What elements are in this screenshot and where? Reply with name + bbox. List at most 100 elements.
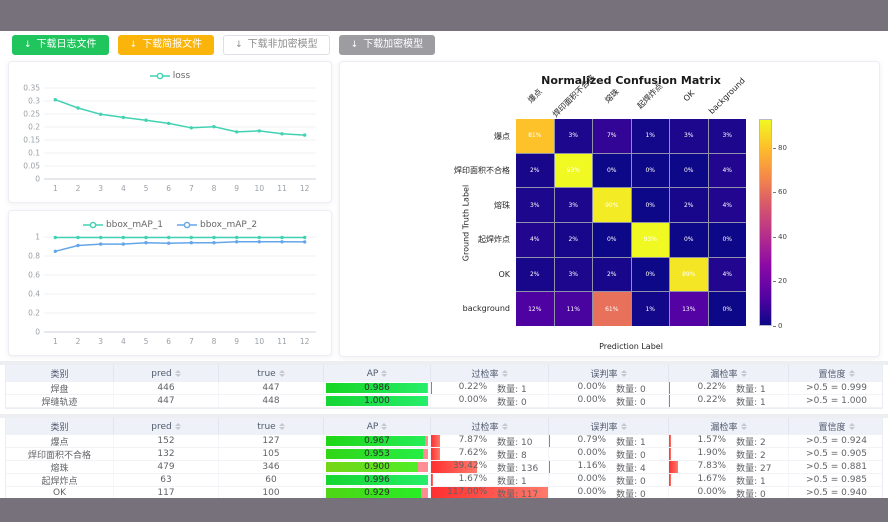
line-chart-svg: 00.050.10.150.20.250.30.351 2 3 4 5 6 7 8 9 10 11 1… — [23, 84, 316, 193]
rate-bar — [431, 448, 440, 460]
svg-text:5: 5 — [144, 337, 149, 346]
ap-bar-track: 0.900 — [326, 462, 428, 472]
top-bar — [0, 0, 888, 31]
table-divider — [0, 361, 888, 365]
download-icon: ↓ — [129, 39, 138, 50]
button-label: 下载日志文件 — [36, 39, 97, 50]
rate-count: 数量: 27 — [736, 463, 772, 474]
rate-percent: 0.00% — [577, 474, 607, 484]
ap-value: 0.986 — [364, 383, 390, 393]
column-header-label: 类别 — [50, 423, 69, 433]
confusion-matrix-card: Normalized Confusion Matrix 81% 3% 7% 1% 3% 3… — [339, 61, 880, 357]
ap-bar — [326, 488, 421, 498]
matrix-cell: 3% — [516, 188, 554, 222]
rate-bar — [669, 395, 670, 407]
sort-icon — [620, 423, 627, 430]
svg-text:1: 1 — [53, 337, 58, 346]
rate-percent: 0.00% — [577, 382, 607, 392]
column-header[interactable]: 置信度 — [789, 418, 884, 435]
legend-marker — [177, 221, 197, 228]
rate-bar — [431, 382, 432, 394]
rate-count: 数量: 0 — [616, 489, 646, 500]
cell-ap: 0.953 — [324, 448, 431, 460]
column-header[interactable]: pred — [114, 365, 219, 382]
column-header[interactable]: 误判率 — [549, 418, 669, 435]
cell-pred: 117 — [114, 487, 219, 499]
cell-miss-rate: 0.22% 数量: 1 — [669, 395, 789, 407]
rate-bar — [669, 474, 671, 486]
loss-chart-legend: loss — [17, 68, 323, 83]
svg-text:6: 6 — [166, 337, 171, 346]
ap-value: 0.900 — [364, 462, 390, 472]
rate-count: 数量: 0 — [736, 489, 766, 500]
rate-bar — [669, 461, 679, 473]
rate-count: 数量: 0 — [616, 450, 646, 461]
cell-pred: 63 — [114, 474, 219, 486]
legend-item[interactable]: bbox_mAP_1 — [82, 220, 163, 230]
column-header[interactable]: 过检率 — [431, 418, 549, 435]
cell-true: 448 — [219, 395, 324, 407]
colorbar-tick-label: 40 — [778, 232, 787, 241]
table-header-row: 类别 pred true AP 过检率 误判率 漏检率 置信度 — [6, 418, 882, 435]
download-encrypted-model-button[interactable]: ↓ 下载加密模型 — [338, 35, 436, 55]
cell-confidence: >0.5 = 1.000 — [806, 396, 867, 406]
matrix-y-axis-label: Ground Truth Label — [461, 184, 471, 261]
column-header[interactable]: 过检率 — [431, 365, 549, 382]
cell-category: 焊印面积不合格 — [6, 448, 114, 460]
column-header[interactable]: true — [219, 365, 324, 382]
matrix-row-label: 熔珠 — [494, 200, 510, 210]
column-header[interactable]: AP — [324, 418, 431, 435]
cell-category: 焊盘 — [6, 382, 114, 394]
cell-overdetection-rate: 0.22% 数量: 1 — [431, 382, 549, 394]
cell-ap: 1.000 — [324, 395, 431, 407]
ap-bar — [326, 475, 428, 485]
bbox-map-chart-card: bbox_mAP_1 bbox_mAP_2 0 0.2 0.4 0.6 0.8 1 1 2 3 4 5… — [8, 210, 332, 356]
table-row: 焊印面积不合格 132 105 0.953 7.62% 数量: 8 0.00% 数量: 0 1.… — [6, 448, 882, 461]
legend-label: bbox_mAP_2 — [200, 219, 258, 230]
charts-area: loss 0 0.05 0.1 0.15 0.2 0.25 0.3 0.35 1 2 3 4 5 6 7 8 9… — [0, 58, 888, 360]
column-header-label: 置信度 — [818, 423, 846, 433]
cell-category: 熔珠 — [6, 461, 114, 473]
cell-category: OK — [6, 487, 114, 499]
rate-count: 数量: 1 — [497, 476, 527, 487]
ap-bar-track: 0.996 — [326, 475, 428, 485]
metrics-table-2: 类别 pred true AP 过检率 误判率 漏检率 置信度 爆点 152 127 0.967 7.8… — [5, 418, 883, 501]
matrix-cell: 93% — [554, 153, 592, 188]
sort-icon — [381, 423, 388, 430]
download-report-file-button[interactable]: ↓ 下载简报文件 — [117, 35, 215, 55]
rate-bar — [549, 435, 550, 447]
download-unencrypted-model-button[interactable]: ↓ 下载非加密模型 — [223, 35, 330, 55]
matrix-cell: 2% — [554, 223, 592, 257]
svg-text:6: 6 — [166, 184, 171, 193]
rate-percent: 0.79% — [577, 435, 607, 445]
cell-misjudge-rate: 0.00% 数量: 0 — [549, 448, 669, 460]
rate-percent: 1.16% — [577, 461, 607, 471]
cell-pred: 447 — [114, 395, 219, 407]
download-icon: ↓ — [350, 39, 359, 50]
download-log-file-button[interactable]: ↓ 下载日志文件 — [12, 35, 109, 55]
ap-bar — [326, 436, 425, 446]
rate-count: 数量: 1 — [497, 384, 527, 395]
rate-bar — [669, 435, 671, 447]
column-header[interactable]: 漏检率 — [669, 365, 789, 382]
matrix-cell: 0% — [708, 292, 746, 326]
cell-confidence: >0.5 = 0.985 — [806, 475, 867, 485]
sort-icon — [848, 370, 855, 377]
svg-text:0.25: 0.25 — [23, 110, 40, 119]
column-header[interactable]: AP — [324, 365, 431, 382]
column-header[interactable]: 漏检率 — [669, 418, 789, 435]
matrix-cell: 0% — [593, 153, 631, 188]
colorbar-tick — [773, 281, 776, 283]
rate-count: 数量: 0 — [497, 397, 527, 408]
legend-item[interactable]: loss — [149, 71, 190, 81]
rate-percent: 7.87% — [458, 435, 488, 445]
matrix-cell: 0% — [708, 223, 746, 257]
column-header[interactable]: 置信度 — [789, 365, 884, 382]
colorbar-tick-label: 0 — [778, 322, 783, 330]
column-header[interactable]: true — [219, 418, 324, 435]
column-header[interactable]: 误判率 — [549, 365, 669, 382]
legend-item[interactable]: bbox_mAP_2 — [177, 220, 257, 230]
column-header[interactable]: pred — [114, 418, 219, 435]
matrix-cell: 0% — [593, 223, 631, 257]
matrix-cell: 13% — [670, 292, 708, 326]
